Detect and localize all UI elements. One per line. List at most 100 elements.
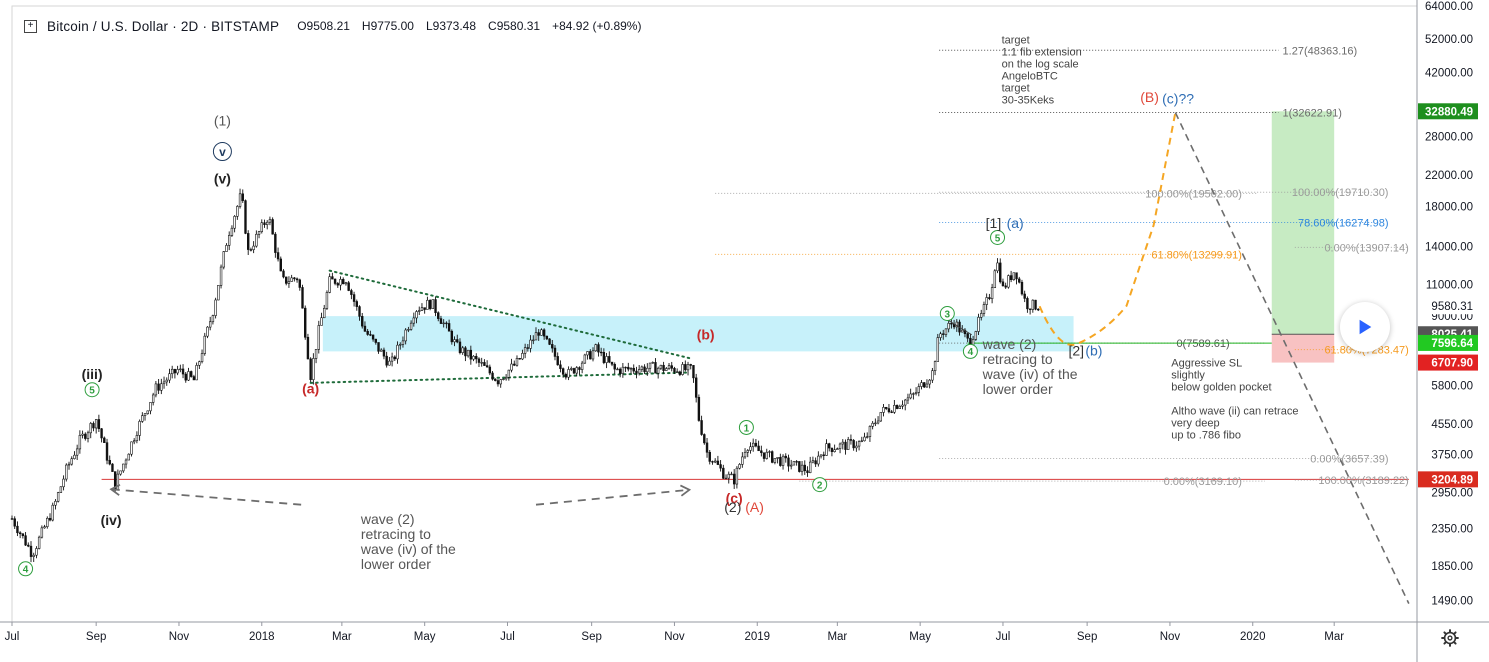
candle-body (32, 554, 35, 557)
candle-body (996, 262, 999, 272)
candle-body (621, 366, 625, 374)
candle-body (895, 405, 899, 409)
candle-body (141, 415, 144, 422)
candle-body (1028, 308, 1032, 310)
candle-body (366, 330, 369, 335)
wave2-arrowhead (680, 484, 692, 497)
time-tick-label: Jul (996, 631, 1011, 643)
candle-body (236, 206, 239, 217)
candle-body (350, 290, 353, 295)
candle-body (809, 461, 812, 473)
candle-body (488, 366, 492, 374)
candle-body (798, 461, 801, 472)
candle-body (583, 354, 587, 364)
time-tick-label: Nov (664, 631, 685, 643)
candle-body (741, 456, 744, 465)
candle-body (295, 278, 299, 281)
candle-body (624, 366, 627, 369)
candle-body (165, 379, 168, 383)
triangle-upper-line (328, 269, 691, 360)
candle-body (659, 364, 663, 369)
candle-body (170, 368, 174, 375)
candle-body (917, 386, 921, 393)
plus-square-icon[interactable]: + (24, 19, 37, 33)
candle-body (203, 335, 206, 354)
price-tick-label: 1490.00 (1431, 595, 1473, 607)
candle-body (285, 276, 288, 284)
candle-body (724, 477, 728, 480)
candle-body (768, 451, 771, 453)
candle-body (534, 332, 538, 341)
price-tick-label: 5800.00 (1431, 381, 1473, 393)
candle-body (385, 355, 388, 366)
candle-body (914, 392, 918, 394)
candle-body (553, 347, 557, 357)
price-tick-label: 3750.00 (1431, 450, 1473, 462)
candle-body (822, 454, 825, 456)
annotation-line: lower order (361, 556, 431, 572)
candle-body (811, 460, 815, 463)
candle-body (912, 393, 915, 395)
candle-body (18, 532, 22, 535)
candle-body (219, 266, 223, 286)
candle-body (173, 368, 177, 374)
candle-body (814, 460, 817, 465)
target-level-label: 1.27(48363.16) (1283, 45, 1358, 57)
chart-annotation: target 1:1 fib extension on the log scale A… (1002, 34, 1082, 106)
price-tick-label: 22000.00 (1425, 170, 1473, 182)
candle-body (746, 450, 749, 453)
candle-body (879, 412, 882, 422)
candle-body (192, 376, 196, 381)
projection-path (1038, 112, 1177, 346)
time-tick-label: Mar (332, 631, 352, 643)
candle-body (241, 193, 244, 201)
price-badge (1418, 354, 1478, 371)
candle-body (909, 393, 912, 399)
candle-body (323, 308, 326, 319)
time-tick-label: Jul (5, 631, 20, 643)
symbol-title[interactable]: Bitcoin / U.S. Dollar · 2D · BITSTAMP (47, 18, 280, 34)
candle-body (301, 287, 304, 309)
candle-body (689, 364, 692, 366)
candle-body (274, 233, 277, 253)
price-badge (1418, 103, 1478, 120)
candle-body (453, 339, 456, 343)
wave-label: (2) (724, 499, 741, 515)
wave-count-circle (812, 477, 828, 493)
play-icon[interactable] (1340, 302, 1390, 352)
candle-body (885, 407, 888, 409)
candle-body (62, 478, 65, 488)
candle-body (966, 333, 969, 339)
candle-body (648, 362, 652, 369)
candle-body (418, 310, 421, 312)
candle-body (225, 245, 228, 252)
annotation-line (1171, 393, 1174, 405)
candle-body (127, 453, 130, 461)
wave-label: (1) (214, 113, 231, 129)
candle-body (298, 279, 301, 288)
candle-body (684, 364, 687, 371)
candle-body (765, 451, 768, 459)
candle-body (988, 297, 991, 300)
candle-body (692, 365, 695, 379)
candle-body (703, 434, 706, 444)
candle-body (887, 408, 891, 413)
candle-body (999, 262, 1002, 283)
candle-body (632, 367, 635, 372)
candle-body (154, 383, 158, 396)
candle-body (662, 364, 665, 371)
gear-icon[interactable] (1440, 628, 1460, 648)
close-value: C9580.31 (488, 19, 541, 33)
candle-body (339, 279, 342, 286)
candle-body (415, 311, 418, 319)
candle-body (469, 349, 473, 360)
candle-body (523, 347, 527, 354)
candle-body (464, 347, 467, 357)
price-badge-label: 9580.31 (1431, 301, 1473, 313)
candle-body (222, 251, 225, 268)
wave2-arrowhead (109, 483, 121, 496)
wave-label: [2] (1068, 342, 1084, 358)
candle-body (817, 455, 820, 465)
long-loss-zone (1271, 334, 1335, 363)
